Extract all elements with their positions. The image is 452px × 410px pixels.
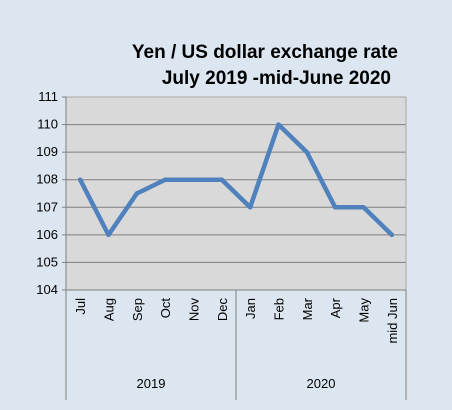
x-tick-label-8: Mar	[300, 297, 315, 320]
data-point-3	[162, 177, 168, 182]
y-tick-label-110: 110	[37, 117, 58, 132]
x-tick-label-0: Jul	[73, 298, 88, 315]
data-point-5	[219, 177, 225, 182]
y-tick-label-107: 107	[36, 199, 58, 214]
data-point-2	[134, 191, 140, 196]
x-axis: Jul Aug Sep Oct Nov Dec Jan Feb Mar Apr May mid Jun…	[65, 289, 407, 400]
x-tick-label-2: Sep	[130, 298, 145, 321]
data-point-7	[276, 122, 281, 127]
x-tick-label-6: Jan	[243, 298, 258, 319]
data-point-1	[106, 232, 111, 238]
y-tick-label-106: 106	[36, 227, 58, 242]
y-tick-label-109: 109	[36, 144, 58, 159]
data-point-9	[332, 205, 338, 210]
series-line-0	[77, 122, 395, 238]
x-tick-label-7: Feb	[272, 298, 287, 320]
y-tick-label-104: 104	[36, 282, 58, 297]
x-tick-label-9: Apr	[328, 297, 343, 318]
x-tick-label-10: May	[357, 298, 372, 323]
series-layer	[77, 122, 395, 238]
x-tick-label-4: Nov	[187, 298, 202, 322]
y-tick-label-111: 111	[38, 89, 58, 104]
data-point-8	[304, 149, 310, 155]
data-point-10	[361, 205, 366, 210]
x-tick-label-3: Oct	[158, 298, 173, 319]
data-point-4	[191, 177, 196, 182]
group-label-0: 2019	[137, 376, 166, 391]
chart-title-line-2: July 2019 -mid-June 2020	[162, 68, 391, 89]
chart-title-line-1: Yen / US dollar exchange rate	[132, 42, 398, 63]
x-tick-label-5: Dec	[215, 298, 230, 322]
data-point-6	[247, 205, 253, 210]
group-label-1: 2020	[307, 376, 336, 391]
y-axis: 104 105 106 107 108 109 110 111	[36, 89, 67, 297]
x-tick-label-11: mid Jun	[385, 298, 400, 344]
y-tick-label-108: 108	[36, 172, 58, 187]
data-point-0	[77, 177, 83, 182]
data-point-11	[389, 232, 395, 238]
y-tick-label-105: 105	[36, 254, 58, 269]
x-tick-label-1: Aug	[102, 298, 117, 321]
